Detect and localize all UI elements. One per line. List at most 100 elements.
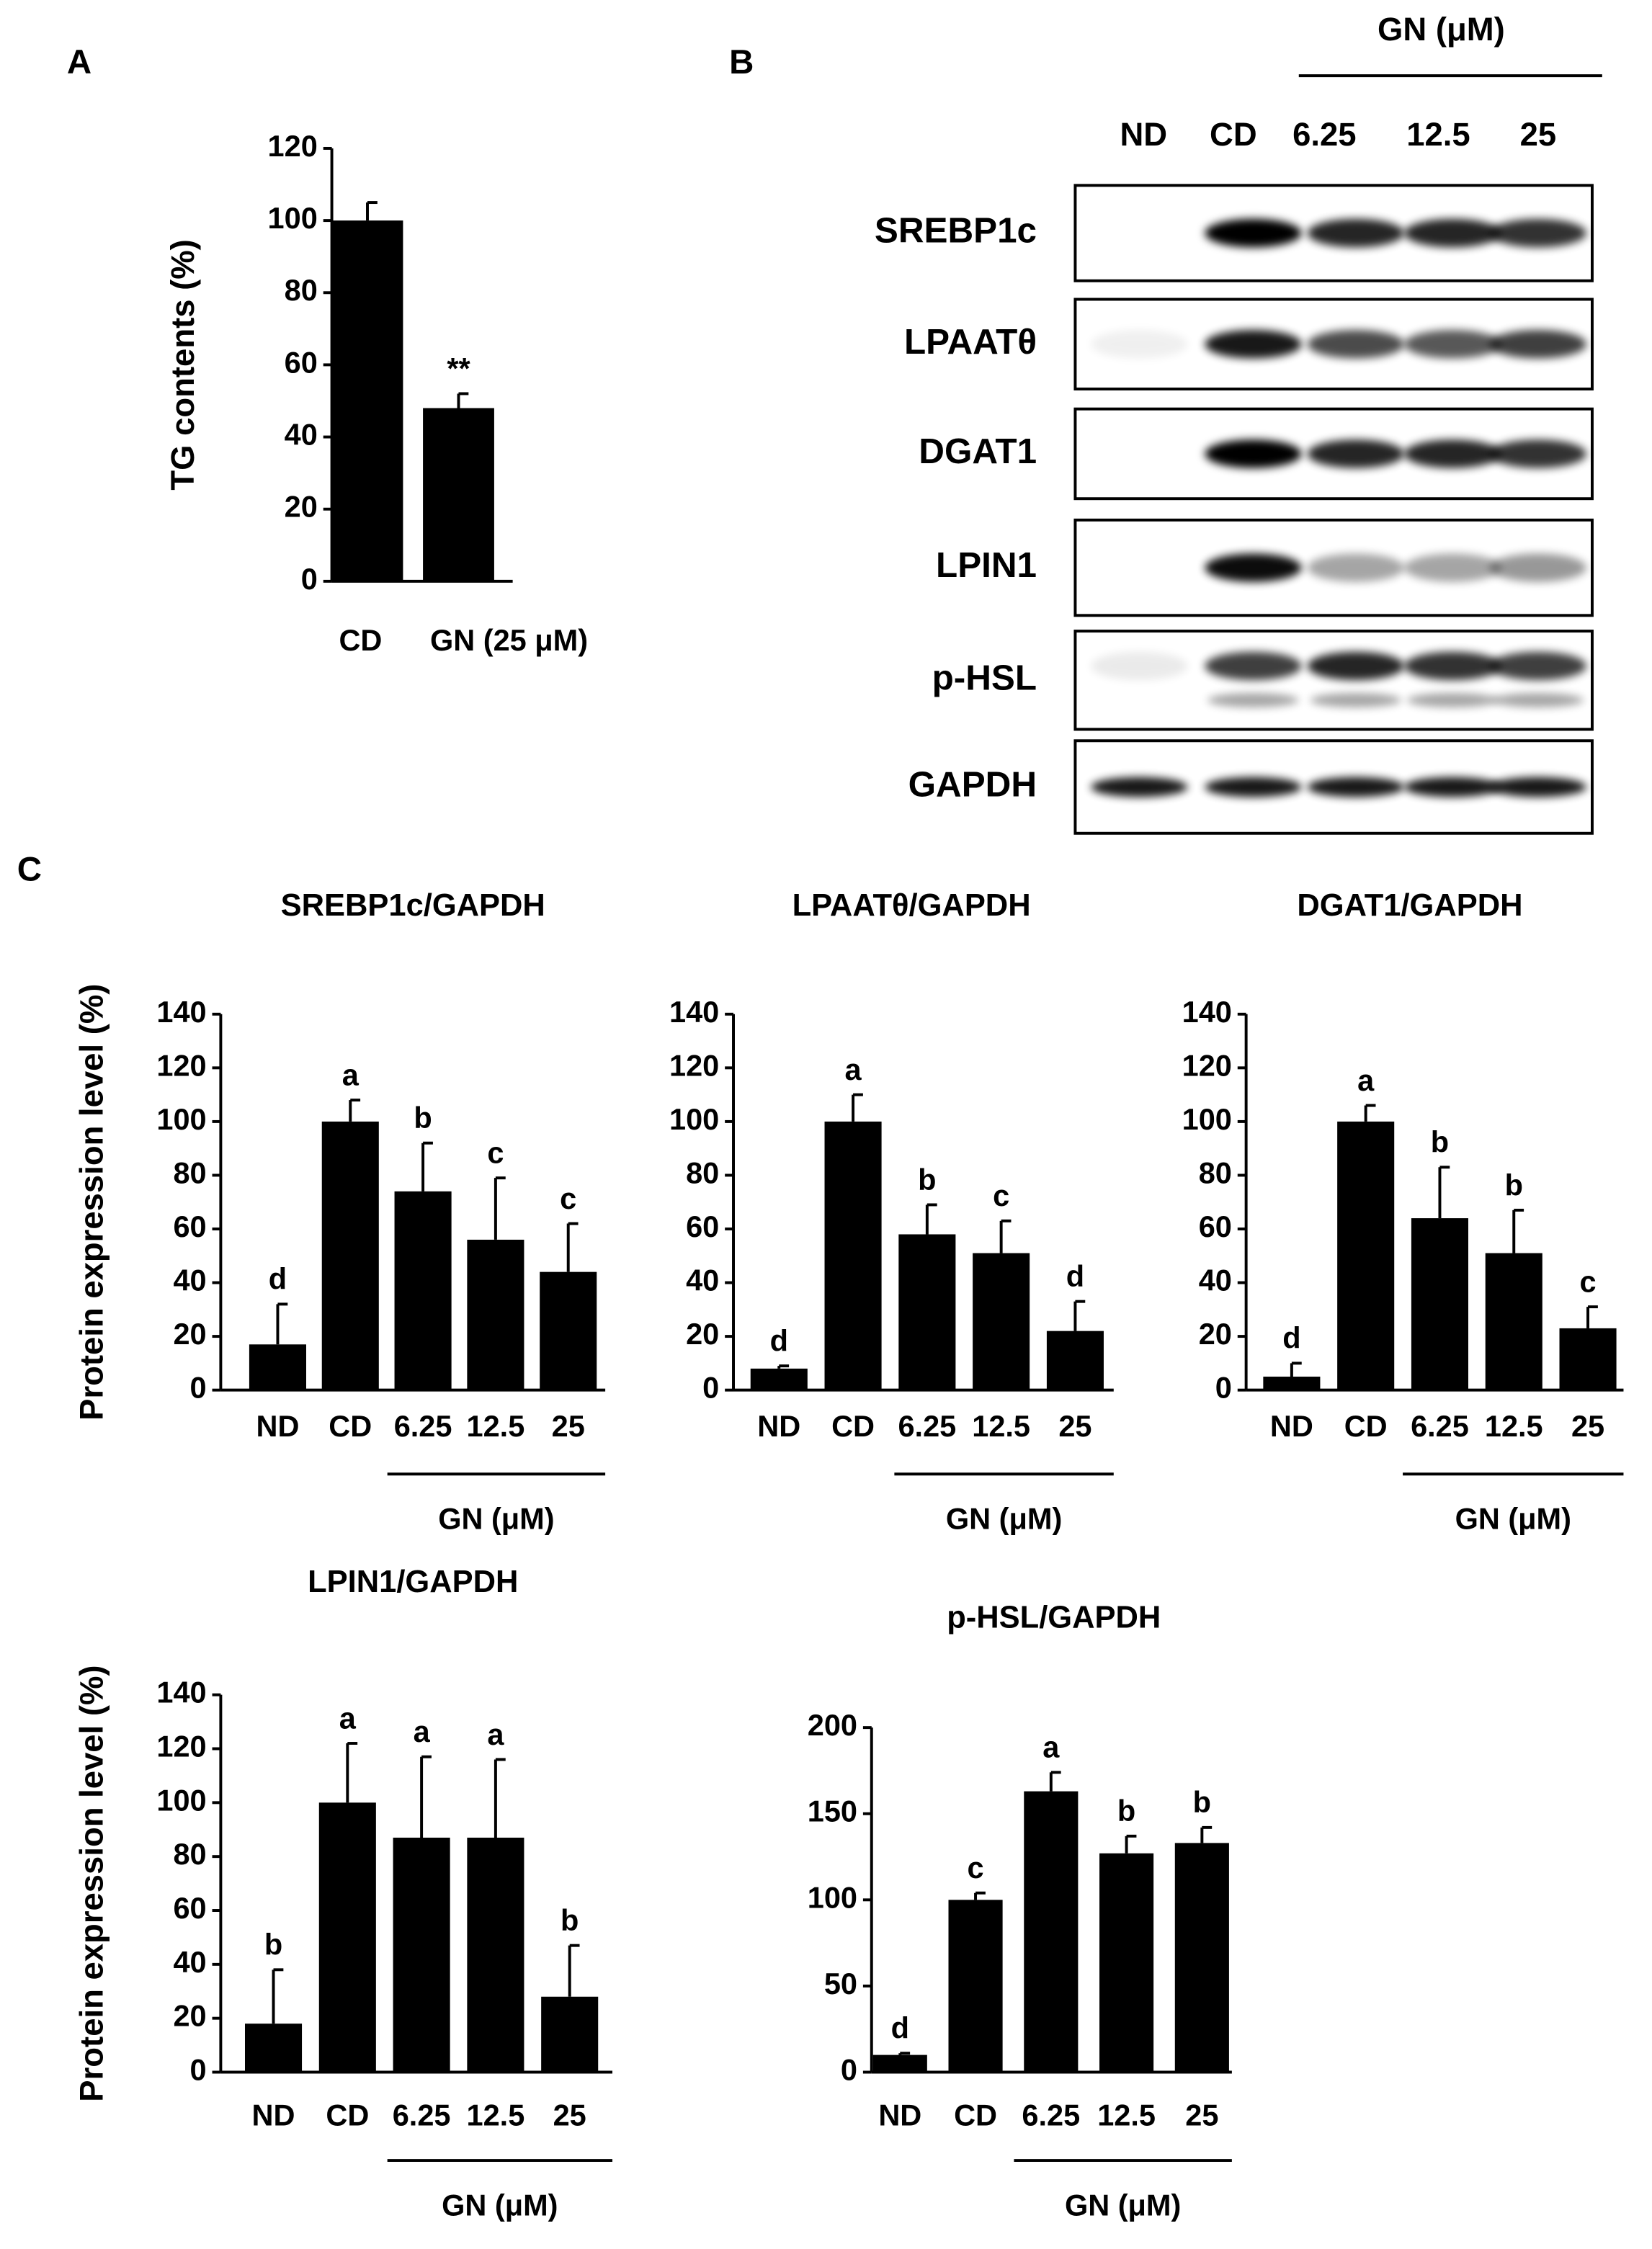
panel-label: C xyxy=(17,851,42,889)
bar xyxy=(1099,1853,1154,2073)
y-tick-label: 80 xyxy=(686,1155,719,1189)
protein-label: SREBP1c xyxy=(875,211,1037,251)
blot-band xyxy=(1489,218,1587,248)
significance-label: a xyxy=(1042,1730,1060,1764)
bar xyxy=(750,1368,808,1390)
bar xyxy=(318,1802,376,2073)
protein-label: p-HSL xyxy=(932,658,1037,697)
x-tick-label: ND xyxy=(878,2098,921,2132)
blot-band xyxy=(1205,777,1302,797)
significance-label: ** xyxy=(447,352,470,385)
protein-label: GAPDH xyxy=(908,765,1037,805)
bar xyxy=(1263,1377,1321,1390)
x-tick-label: 12.5 xyxy=(467,1409,525,1443)
chart-title: LPAATθ/GAPDH xyxy=(792,888,1031,923)
y-tick-label: 0 xyxy=(702,1371,719,1405)
y-tick-label: 80 xyxy=(173,1155,206,1189)
significance-label: d xyxy=(1066,1259,1084,1293)
significance-label: a xyxy=(487,1717,504,1751)
x-tick-label: 6.25 xyxy=(898,1409,956,1443)
bar xyxy=(249,1344,306,1390)
blot-band xyxy=(1404,218,1501,248)
y-tick-label: 40 xyxy=(686,1264,719,1297)
x-tick-label: 6.25 xyxy=(1022,2098,1080,2132)
group-label: GN (μM) xyxy=(442,2188,558,2222)
bar xyxy=(1174,1843,1229,2073)
y-tick-label: 0 xyxy=(301,562,318,596)
group-label: GN (μM) xyxy=(946,1501,1062,1535)
significance-label: a xyxy=(845,1052,862,1086)
y-tick-label: 140 xyxy=(156,1676,206,1709)
blot-band xyxy=(1307,329,1405,359)
y-tick-label: 80 xyxy=(1199,1155,1232,1189)
y-tick-label: 0 xyxy=(841,2052,857,2086)
lane-label: 12.5 xyxy=(1406,116,1470,153)
significance-label: d xyxy=(770,1323,788,1357)
bar xyxy=(872,2054,927,2073)
bar xyxy=(898,1234,956,1390)
blot-band xyxy=(1205,329,1302,359)
y-tick-label: 100 xyxy=(156,1102,206,1136)
bar xyxy=(467,1239,524,1390)
significance-label: b xyxy=(414,1101,432,1135)
group-label: GN (μM) xyxy=(1455,1501,1571,1535)
x-tick-label: ND xyxy=(252,2098,295,2132)
y-tick-label: 60 xyxy=(1199,1210,1232,1243)
y-tick-label: 150 xyxy=(808,1794,857,1828)
x-tick-label: CD xyxy=(1344,1409,1388,1443)
panel-label: A xyxy=(67,43,91,81)
bar xyxy=(1337,1121,1395,1390)
bar xyxy=(393,1837,450,2073)
blot-band xyxy=(1489,329,1587,359)
x-tick-label: ND xyxy=(1270,1409,1313,1443)
y-tick-label: 120 xyxy=(156,1729,206,1763)
y-tick-label: 60 xyxy=(686,1210,719,1243)
blot-band xyxy=(1205,218,1302,248)
y-tick-label: 80 xyxy=(173,1837,206,1871)
y-tick-label: 100 xyxy=(156,1783,206,1817)
blot-band xyxy=(1489,651,1587,681)
significance-label: b xyxy=(1505,1168,1523,1202)
y-tick-label: 20 xyxy=(686,1317,719,1351)
lane-label: CD xyxy=(1210,116,1257,153)
x-tick-label: 25 xyxy=(1058,1409,1091,1443)
y-tick-label: 140 xyxy=(1182,995,1232,1029)
y-tick-label: 60 xyxy=(285,345,318,379)
significance-label: b xyxy=(264,1928,282,1962)
significance-label: b xyxy=(918,1163,936,1197)
bar xyxy=(467,1837,524,2073)
x-tick-label: CD xyxy=(339,623,382,657)
chart-title: SREBP1c/GAPDH xyxy=(281,888,545,923)
blot-band xyxy=(1489,777,1587,797)
bar xyxy=(321,1121,379,1390)
x-tick-label: ND xyxy=(256,1409,299,1443)
significance-label: b xyxy=(1431,1125,1449,1159)
significance-label: d xyxy=(891,2011,909,2045)
blot-band xyxy=(1492,693,1584,707)
y-tick-label: 100 xyxy=(808,1880,857,1914)
y-tick-label: 140 xyxy=(156,995,206,1029)
x-tick-label: 6.25 xyxy=(393,2098,451,2132)
blot-band xyxy=(1205,651,1302,681)
y-tick-label: 40 xyxy=(173,1264,206,1297)
y-tick-label: 50 xyxy=(824,1967,857,2000)
y-tick-label: 60 xyxy=(173,1210,206,1243)
significance-label: c xyxy=(487,1136,504,1170)
x-tick-label: 6.25 xyxy=(394,1409,452,1443)
x-tick-label: 12.5 xyxy=(972,1409,1030,1443)
blot-band xyxy=(1407,693,1499,707)
bar xyxy=(973,1253,1030,1390)
y-tick-label: 20 xyxy=(173,1317,206,1351)
y-tick-label: 0 xyxy=(190,1371,207,1405)
y-tick-label: 200 xyxy=(808,1708,857,1742)
y-tick-label: 20 xyxy=(173,1999,206,2033)
significance-label: d xyxy=(1282,1321,1300,1355)
bar xyxy=(1559,1328,1617,1390)
significance-label: b xyxy=(561,1903,579,1937)
y-tick-label: 40 xyxy=(173,1945,206,1979)
blot-band xyxy=(1307,218,1405,248)
significance-label: c xyxy=(560,1181,576,1215)
x-tick-label: CD xyxy=(326,2098,369,2132)
